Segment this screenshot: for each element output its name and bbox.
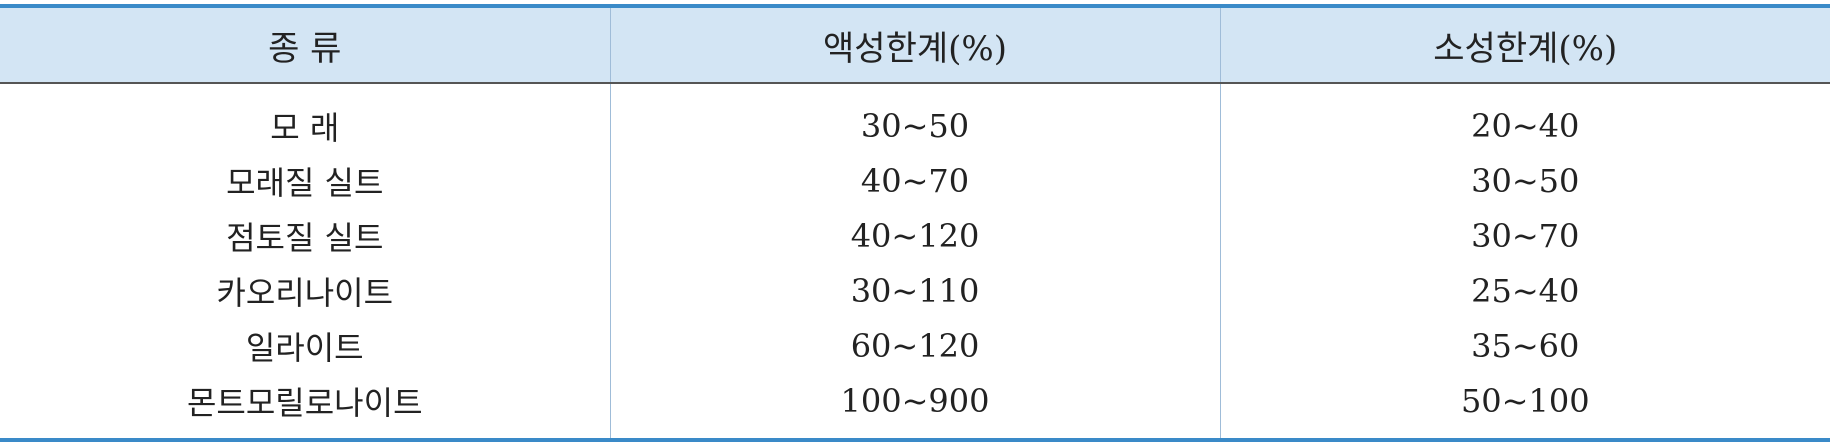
table-row: 몬트모릴로나이트 100~900 50~100 <box>0 373 1830 442</box>
cell-plastic-limit: 25~40 <box>1219 263 1830 318</box>
cell-plastic-limit: 50~100 <box>1219 373 1830 442</box>
cell-plastic-limit: 35~60 <box>1219 318 1830 373</box>
cell-soil-type: 모 래 <box>270 108 340 147</box>
header-plastic-limit: 소성한계(%) <box>1219 4 1830 84</box>
cell-soil-type: 점토질 실트 <box>226 218 384 257</box>
cell-liquid-limit: 30~50 <box>609 83 1220 153</box>
cell-soil-type: 카오리나이트 <box>216 273 394 312</box>
table-body: 모 래 30~50 20~40 모래질 실트 40~70 30~50 점토질 실… <box>0 83 1830 442</box>
table-row: 카오리나이트 30~110 25~40 <box>0 263 1830 318</box>
cell-soil-type: 모래질 실트 <box>226 163 384 202</box>
table-row: 모래질 실트 40~70 30~50 <box>0 153 1830 208</box>
cell-liquid-limit: 40~120 <box>609 208 1220 263</box>
cell-soil-type: 몬트모릴로나이트 <box>0 373 610 442</box>
table-row: 일라이트 60~120 35~60 <box>0 318 1830 373</box>
cell-plastic-limit: 20~40 <box>1219 83 1830 153</box>
cell-plastic-limit: 30~70 <box>1219 208 1830 263</box>
cell-plastic-limit: 30~50 <box>1219 153 1830 208</box>
table-row: 점토질 실트 40~120 30~70 <box>0 208 1830 263</box>
table-header: 종 류 액성한계(%) 소성한계(%) <box>0 4 1830 84</box>
cell-liquid-limit: 100~900 <box>609 373 1220 442</box>
cell-liquid-limit: 60~120 <box>609 318 1220 373</box>
soil-limits-table: 종 류 액성한계(%) 소성한계(%) 모 래 30~50 20~40 모래질 … <box>0 4 1830 442</box>
table-row: 모 래 30~50 20~40 <box>0 83 1830 153</box>
cell-liquid-limit: 40~70 <box>609 153 1220 208</box>
cell-soil-type: 일라이트 <box>245 328 364 367</box>
header-row: 종 류 액성한계(%) 소성한계(%) <box>0 4 1830 84</box>
cell-liquid-limit: 30~110 <box>609 263 1220 318</box>
soil-limits-table-container: 종 류 액성한계(%) 소성한계(%) 모 래 30~50 20~40 모래질 … <box>0 4 1830 442</box>
header-soil-type: 종 류 <box>0 4 610 84</box>
header-liquid-limit: 액성한계(%) <box>609 4 1220 84</box>
